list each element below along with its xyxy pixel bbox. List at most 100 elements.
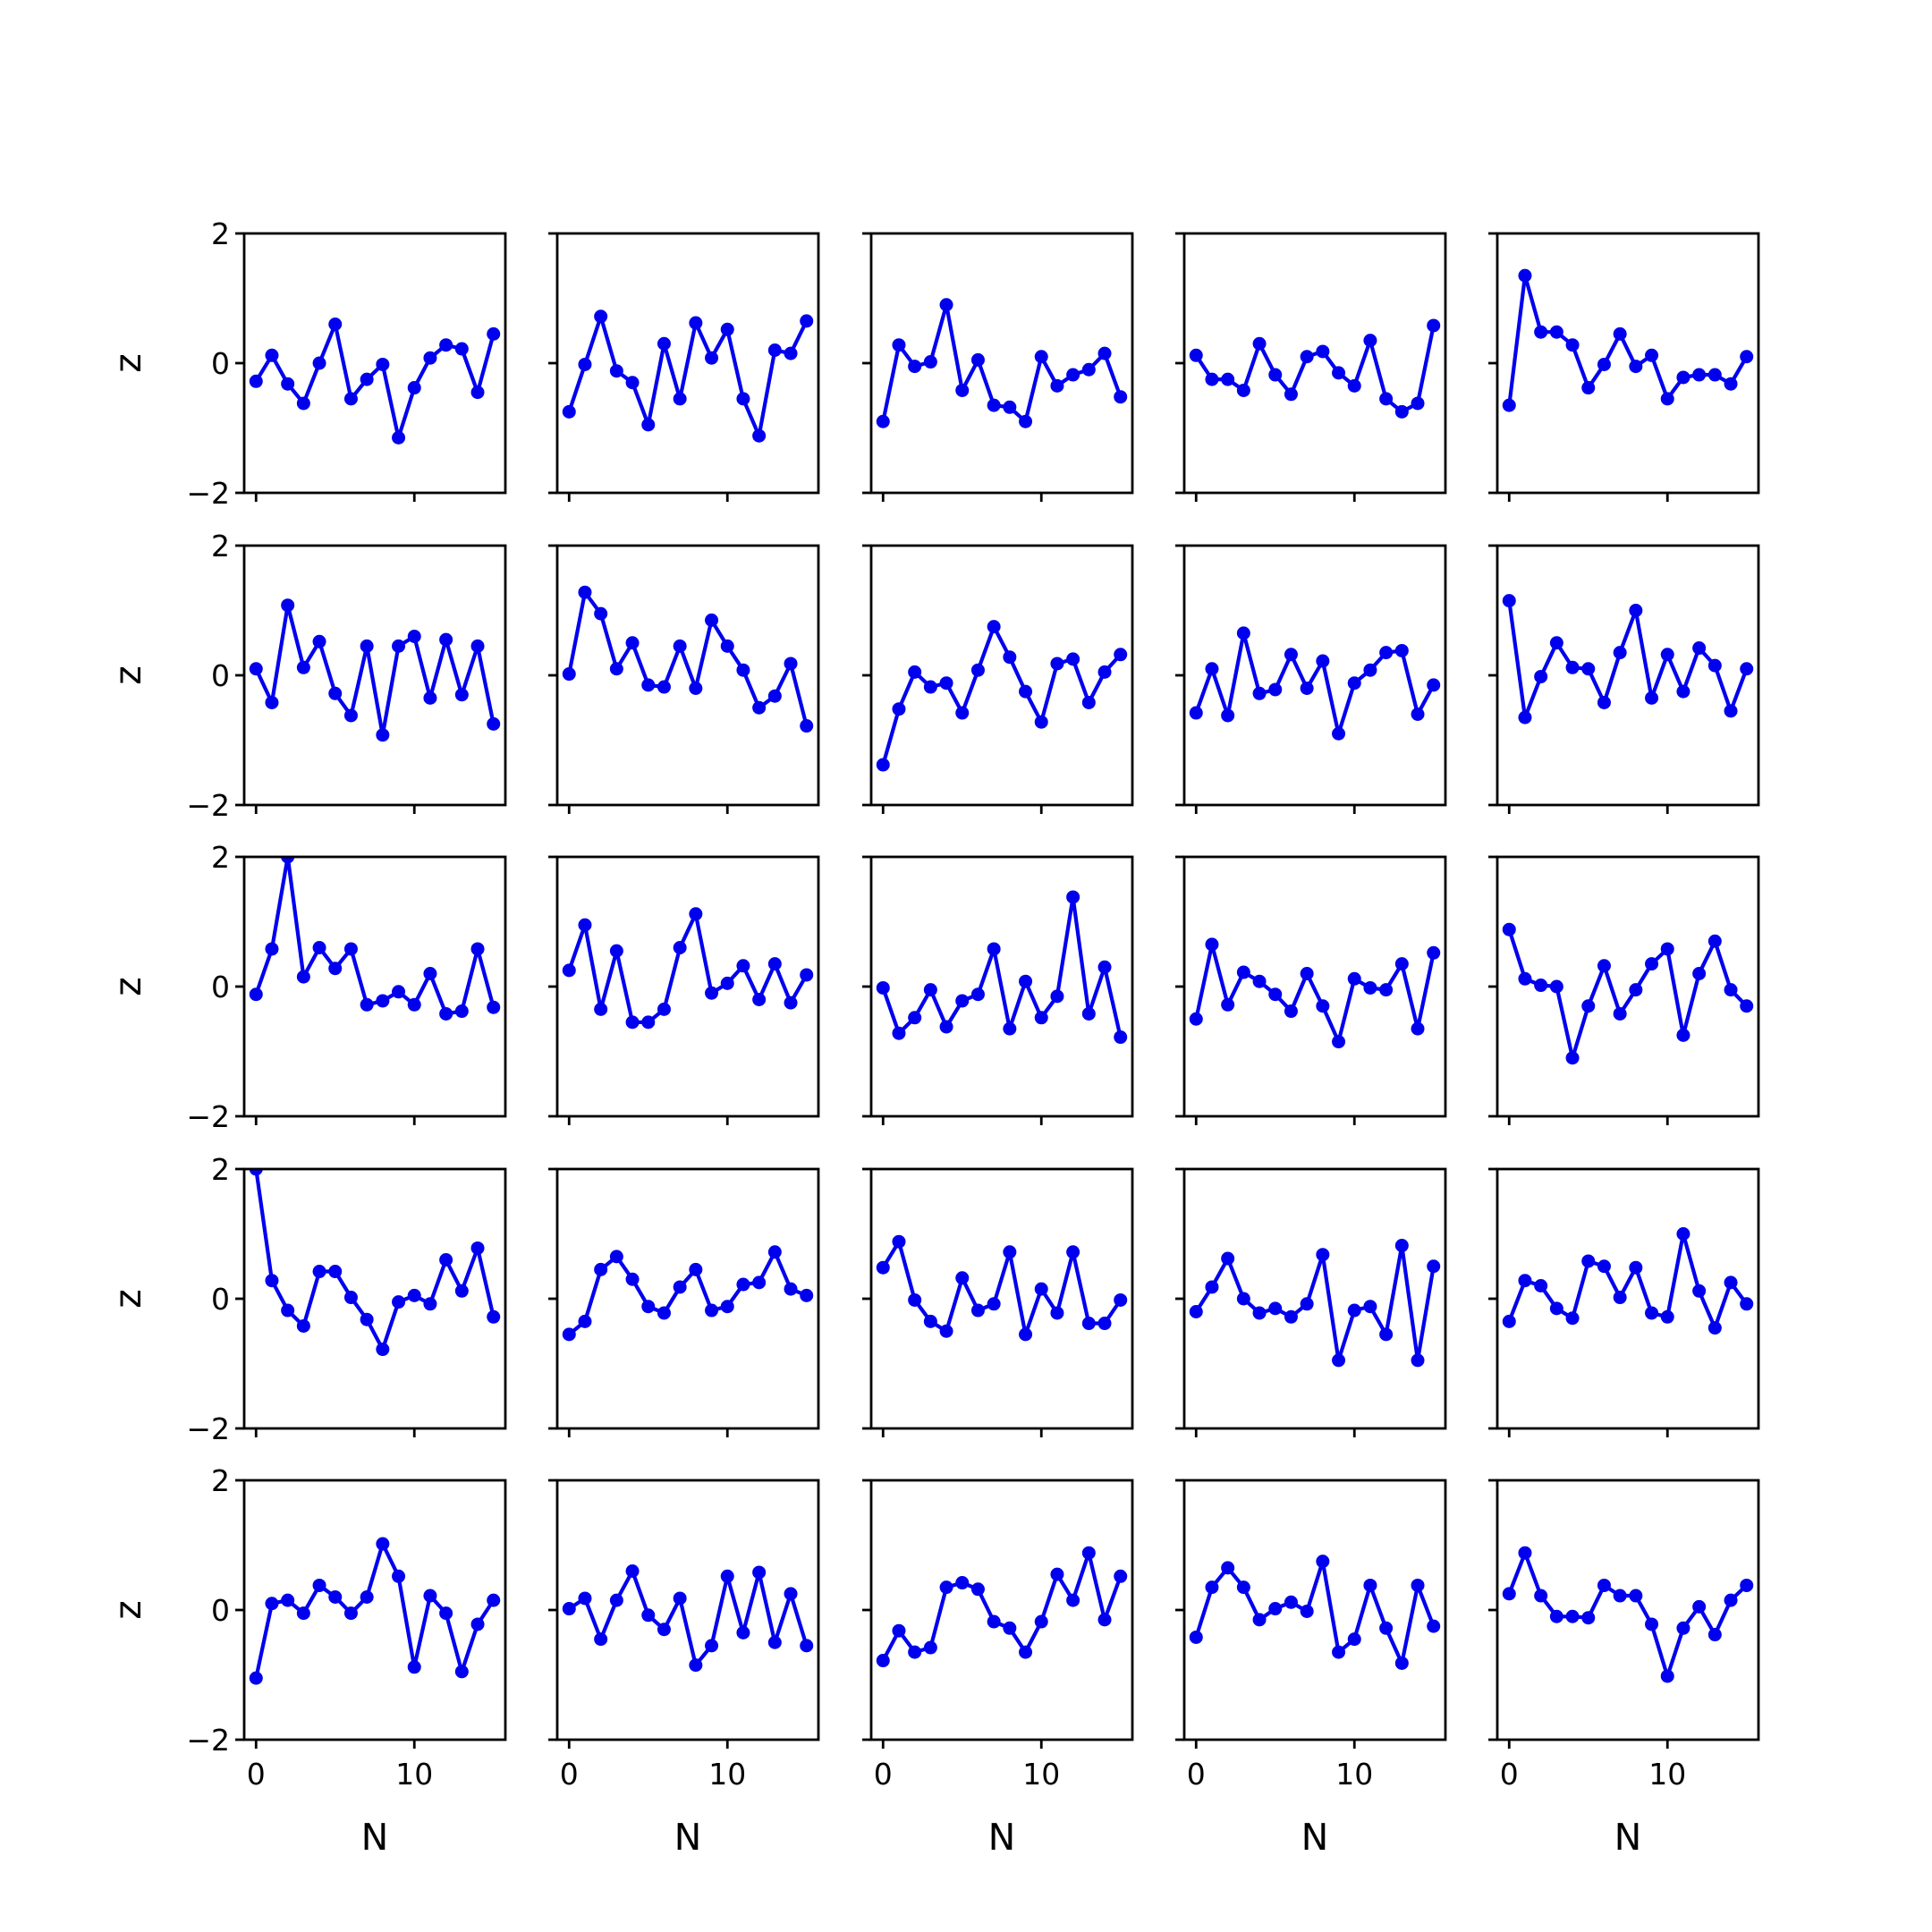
data-point <box>1707 934 1722 948</box>
data-point <box>1740 999 1754 1013</box>
data-point <box>1347 676 1361 691</box>
data-point <box>1502 1314 1516 1328</box>
series-r0c4 <box>1502 268 1754 412</box>
data-point <box>1284 1309 1298 1324</box>
subplot-r0c1 <box>548 232 820 502</box>
series-line <box>881 624 1123 766</box>
data-point <box>987 1614 1001 1629</box>
data-point <box>407 1660 421 1674</box>
data-point <box>641 1015 656 1030</box>
data-point <box>562 1602 576 1616</box>
data-point <box>1613 1589 1627 1603</box>
series-line <box>568 1569 809 1667</box>
data-point <box>784 1282 798 1296</box>
data-point <box>1347 971 1361 986</box>
data-point <box>609 662 623 676</box>
data-point <box>328 318 343 331</box>
axes-frame <box>869 855 1134 1118</box>
data-point <box>1629 360 1643 374</box>
axes-frame <box>242 232 507 495</box>
axes-frame <box>242 544 507 807</box>
data-point <box>1411 1353 1425 1368</box>
data-point <box>1205 937 1219 952</box>
data-point <box>876 1260 890 1275</box>
data-point <box>249 662 263 676</box>
data-point <box>312 1265 326 1279</box>
data-point <box>955 1576 970 1590</box>
data-point <box>1502 594 1516 608</box>
data-point <box>876 414 890 428</box>
series-r2c2 <box>876 890 1128 1045</box>
data-point <box>265 695 279 709</box>
series-r4c2 <box>876 1546 1128 1668</box>
data-point <box>487 1593 501 1607</box>
data-point <box>423 1297 437 1311</box>
data-point <box>1707 658 1722 673</box>
x-axis-label: N <box>674 1816 702 1859</box>
data-point <box>439 1006 453 1021</box>
subplot-r2c1 <box>548 855 820 1125</box>
data-point <box>970 352 985 367</box>
data-point <box>689 907 703 921</box>
data-point <box>249 1169 263 1176</box>
data-point <box>705 986 719 1000</box>
data-point <box>392 1569 406 1583</box>
data-point <box>641 1608 656 1623</box>
data-point <box>955 1271 970 1285</box>
y-axis-label: z <box>106 977 149 996</box>
data-point <box>876 758 890 772</box>
series-r3c2 <box>876 1234 1128 1342</box>
x-axis-label: N <box>1614 1816 1642 1859</box>
data-point <box>281 598 295 613</box>
data-point <box>1534 979 1548 993</box>
data-point <box>1097 346 1112 360</box>
data-point <box>1252 686 1267 700</box>
y-tick-label: 2 <box>211 1152 230 1187</box>
data-point <box>1411 1578 1425 1592</box>
series-line <box>567 1250 808 1336</box>
axes-frame <box>555 1479 820 1741</box>
data-point <box>1221 1251 1235 1266</box>
data-point <box>1379 646 1394 660</box>
data-point <box>1427 318 1441 333</box>
data-point <box>1394 1239 1409 1253</box>
data-point <box>1724 704 1738 718</box>
data-point <box>1613 646 1627 660</box>
y-tick-label: −2 <box>186 1099 230 1134</box>
data-point <box>1707 1321 1722 1335</box>
axes-frame <box>1496 232 1760 495</box>
data-point <box>281 377 295 391</box>
data-point <box>454 1004 469 1019</box>
data-point <box>736 959 750 973</box>
y-axis-label: z <box>106 1600 149 1620</box>
data-point <box>1724 1593 1738 1607</box>
data-point <box>1692 967 1707 980</box>
data-point <box>970 1582 985 1597</box>
series-line <box>881 894 1123 1038</box>
data-point <box>249 987 263 1002</box>
series-r1c1 <box>562 585 814 733</box>
subplot-r4c4: 0 10N <box>1488 1479 1760 1859</box>
data-point <box>594 1002 608 1016</box>
data-point <box>609 1250 623 1264</box>
data-point <box>1411 1021 1425 1036</box>
data-point <box>752 700 767 715</box>
series-line <box>1194 1243 1436 1363</box>
data-point <box>281 1303 295 1318</box>
data-point <box>939 298 953 312</box>
data-point <box>1268 682 1283 697</box>
series-r0c0 <box>249 318 501 445</box>
data-point <box>1284 387 1298 402</box>
data-point <box>908 1292 922 1307</box>
data-point <box>1549 1301 1563 1316</box>
data-point <box>487 1309 501 1324</box>
series-r1c4 <box>1502 594 1754 724</box>
data-point <box>657 1002 671 1016</box>
data-point <box>1268 1301 1283 1316</box>
data-point <box>265 1597 279 1611</box>
data-point <box>923 1314 937 1328</box>
data-point <box>1411 708 1425 721</box>
data-point <box>1549 325 1563 339</box>
y-axis-label: z <box>106 665 149 685</box>
data-point <box>1189 1630 1203 1644</box>
